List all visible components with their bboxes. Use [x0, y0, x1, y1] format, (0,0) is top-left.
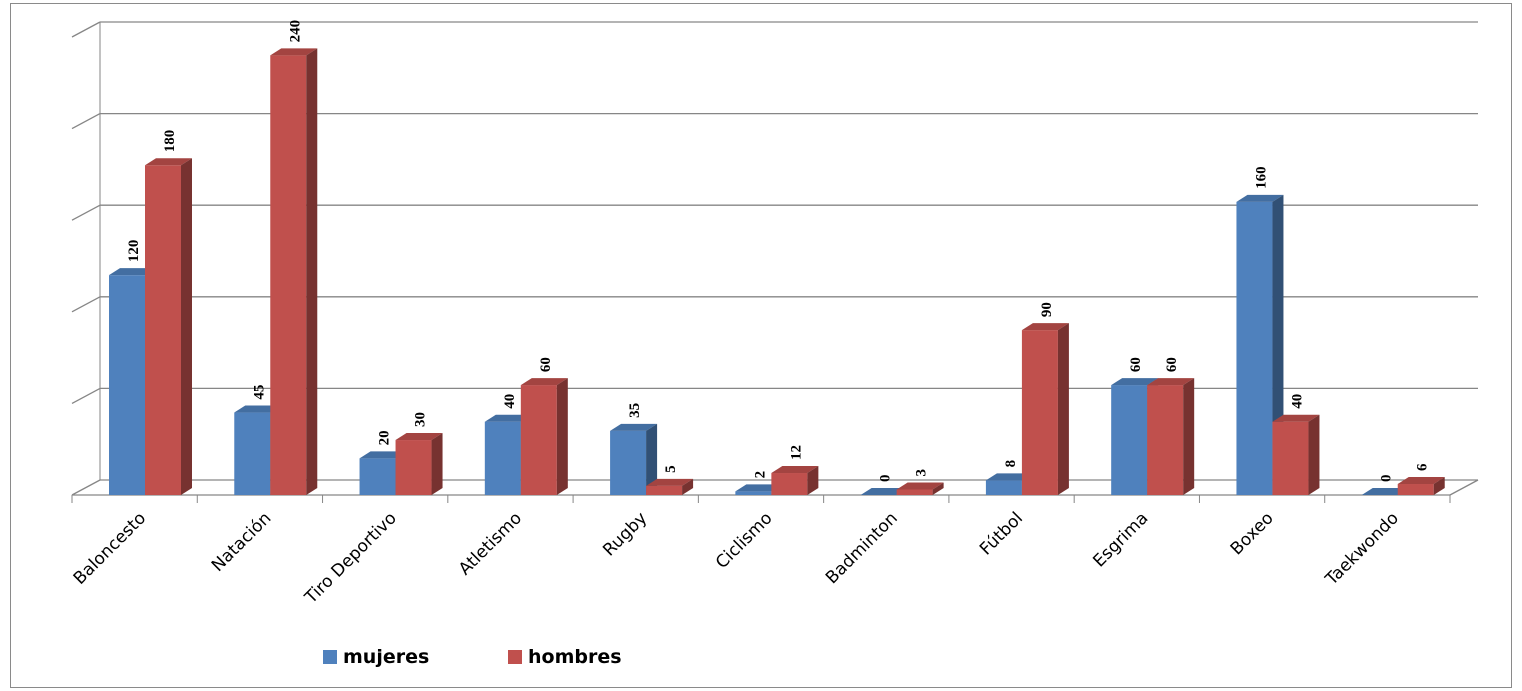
value-label-hombres-8: 60: [1164, 357, 1180, 372]
bar-top-hombres-8: [1147, 378, 1195, 386]
value-label-hombres-5: 12: [788, 445, 804, 460]
bar-top-mujeres-7: [985, 473, 1033, 481]
bar-top-mujeres-6: [860, 488, 908, 495]
value-label-hombres-0: 180: [162, 130, 178, 153]
value-label-hombres-3: 60: [538, 357, 554, 372]
category-label-3: Atletismo: [455, 508, 526, 579]
bar-hombres-9: [1272, 421, 1309, 495]
bar-side-hombres-7: [1057, 323, 1069, 495]
category-label-1: Natación: [208, 508, 276, 576]
bar-mujeres-1: [234, 412, 271, 495]
category-label-5: Ciclismo: [712, 508, 777, 573]
bar-top-hombres-4: [646, 478, 694, 486]
bar-hombres-10: [1397, 484, 1434, 495]
category-label-7: Fútbol: [976, 508, 1027, 559]
value-label-hombres-9: 40: [1289, 394, 1305, 409]
bar-mujeres-7: [985, 480, 1022, 495]
side-gridline: [71, 479, 101, 496]
bar-top-hombres-3: [520, 378, 568, 386]
side-gridline: [71, 113, 101, 130]
bar-hombres-8: [1147, 385, 1184, 495]
side-gridline: [71, 387, 101, 404]
side-gridline: [71, 204, 101, 221]
value-label-hombres-1: 240: [287, 20, 303, 43]
bar-side-hombres-9: [1308, 414, 1320, 495]
bar-hombres-3: [520, 385, 557, 495]
bar-top-mujeres-2: [359, 451, 407, 459]
bar-side-hombres-10: [1433, 477, 1445, 495]
bar-side-hombres-3: [556, 378, 568, 495]
bar-mujeres-5: [735, 491, 772, 495]
bar-side-hombres-2: [431, 433, 443, 495]
bar-side-hombres-1: [306, 48, 318, 495]
value-label-mujeres-8: 60: [1128, 357, 1144, 372]
bar-top-mujeres-0: [109, 268, 156, 276]
bar-mujeres-3: [484, 421, 521, 495]
category-label-6: Badminton: [822, 508, 902, 588]
bar-hombres-2: [395, 440, 432, 495]
category-label-4: Rugby: [599, 508, 651, 560]
value-label-mujeres-6: 0: [878, 475, 894, 483]
bar-side-hombres-5: [807, 466, 819, 495]
legend-label-mujeres: mujeres: [343, 646, 429, 668]
legend-swatch-mujeres: [323, 650, 337, 664]
floor-right-edge: [1449, 479, 1479, 496]
bar-top-mujeres-5: [735, 484, 783, 492]
bar-top-hombres-6: [896, 482, 944, 490]
bar-side-mujeres-4: [646, 423, 658, 495]
side-gridline: [71, 296, 101, 313]
value-label-hombres-10: 6: [1415, 463, 1431, 471]
category-label-8: Esgrima: [1089, 508, 1152, 571]
bar-side-hombres-6: [932, 482, 944, 495]
value-label-mujeres-1: 45: [251, 385, 267, 400]
bar-hombres-5: [771, 473, 808, 495]
value-label-mujeres-3: 40: [502, 394, 518, 409]
category-label-0: Baloncesto: [70, 508, 150, 588]
value-label-mujeres-10: 0: [1379, 475, 1395, 483]
bar-top-hombres-9: [1272, 414, 1320, 422]
bar-top-hombres-7: [1021, 323, 1069, 331]
category-label-9: Boxeo: [1227, 508, 1278, 559]
bar-mujeres-0: [109, 275, 145, 495]
bar-top-mujeres-9: [1236, 194, 1284, 202]
bar-top-mujeres-1: [234, 405, 282, 413]
side-gridline: [71, 21, 101, 38]
bar-mujeres-8: [1111, 385, 1148, 495]
bar-side-hombres-8: [1183, 378, 1195, 495]
bar-hombres-4: [646, 485, 683, 495]
bar-top-hombres-2: [395, 433, 443, 441]
bar-side-hombres-0: [181, 158, 192, 496]
value-label-hombres-4: 5: [663, 465, 679, 473]
category-label-10: Taekwondo: [1321, 508, 1403, 590]
bar-top-mujeres-8: [1111, 378, 1159, 386]
value-label-mujeres-2: 20: [377, 430, 393, 445]
value-label-mujeres-4: 35: [627, 403, 643, 418]
bar-top-hombres-5: [771, 466, 819, 474]
bar-top-hombres-0: [145, 158, 192, 166]
value-label-hombres-7: 90: [1039, 302, 1055, 317]
category-label-2: Tiro Deportivo: [301, 508, 401, 608]
bar-top-mujeres-4: [610, 423, 658, 431]
bar-mujeres-2: [359, 458, 396, 495]
bar-top-hombres-10: [1397, 477, 1445, 485]
value-label-mujeres-7: 8: [1003, 460, 1019, 468]
value-label-mujeres-0: 120: [126, 240, 142, 263]
bar-hombres-6: [896, 489, 933, 495]
bar-mujeres-4: [610, 430, 647, 495]
value-label-hombres-2: 30: [413, 412, 429, 427]
bar-mujeres-9: [1236, 201, 1273, 495]
value-label-hombres-6: 3: [914, 469, 930, 477]
bar-hombres-0: [145, 165, 181, 496]
bar-side-hombres-4: [682, 478, 694, 495]
bar-top-mujeres-10: [1361, 488, 1409, 495]
legend-label-hombres: hombres: [528, 646, 622, 668]
bar-hombres-7: [1021, 330, 1058, 495]
bar-hombres-1: [270, 55, 307, 495]
legend-swatch-hombres: [508, 650, 522, 664]
value-label-mujeres-5: 2: [752, 471, 768, 479]
value-label-mujeres-9: 160: [1253, 166, 1269, 189]
bar-top-hombres-1: [270, 48, 318, 56]
bar-top-mujeres-3: [484, 414, 532, 422]
